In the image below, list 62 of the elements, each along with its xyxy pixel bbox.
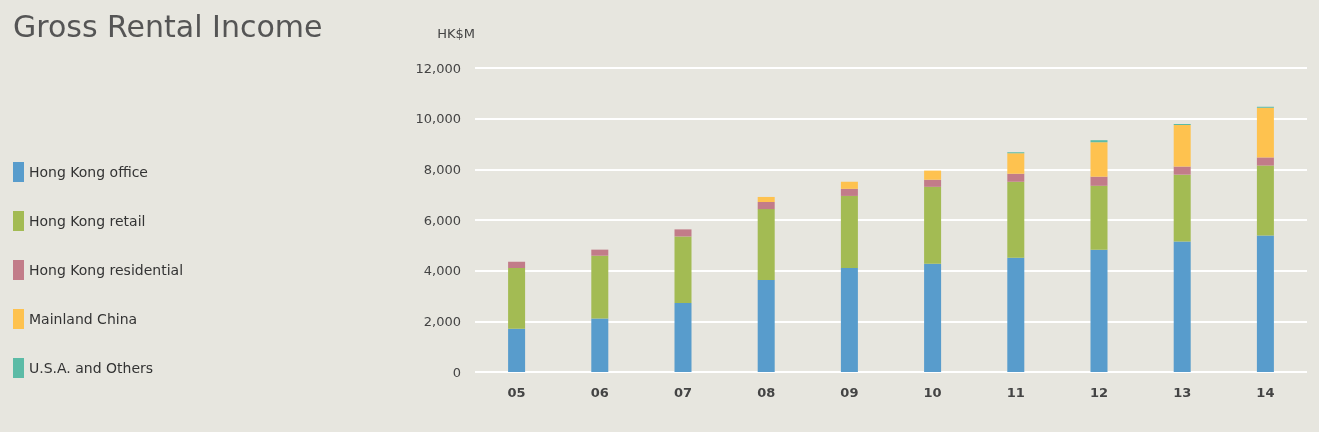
bar — [591, 255, 609, 319]
bar — [1090, 142, 1108, 177]
bar — [1090, 140, 1108, 143]
bar — [1256, 107, 1274, 158]
legend-label: Hong Kong retail — [29, 213, 146, 229]
bar — [840, 181, 858, 189]
bar — [1173, 174, 1191, 242]
bar — [508, 328, 526, 372]
bar — [674, 236, 692, 304]
x-tick-label: 07 — [673, 385, 693, 400]
y-tick-label: 10,000 — [415, 111, 461, 127]
bar — [1173, 125, 1191, 167]
bar — [1007, 181, 1025, 258]
x-tick-label: 05 — [507, 385, 526, 400]
bar — [1173, 241, 1191, 372]
bar — [674, 229, 692, 237]
bar — [757, 280, 775, 372]
y-tick-label: 0 — [452, 364, 461, 380]
x-tick-label: 10 — [923, 385, 942, 400]
bar — [1007, 153, 1025, 174]
bar — [674, 303, 692, 372]
legend-label: U.S.A. and Others — [29, 360, 154, 376]
bar — [1090, 176, 1108, 186]
bar — [591, 249, 609, 256]
bar — [1256, 157, 1274, 166]
bar — [1256, 235, 1274, 372]
bar — [924, 186, 942, 264]
bar — [757, 196, 775, 203]
x-tick-label: 06 — [590, 385, 609, 400]
bar — [840, 195, 858, 268]
legend-label: Hong Kong residential — [29, 262, 184, 278]
bar — [924, 179, 942, 187]
text: Gross Rental Income — [13, 8, 323, 44]
bar — [1007, 257, 1025, 372]
x-tick-label: 09 — [840, 385, 859, 400]
x-tick-label: 14 — [1256, 385, 1275, 400]
bar — [924, 263, 942, 372]
y-tick-label: 12,000 — [415, 60, 461, 76]
bar — [1007, 173, 1025, 182]
x-tick-label: 08 — [757, 385, 776, 400]
bar — [508, 267, 526, 329]
y-tick-label: 2,000 — [423, 313, 461, 329]
bar — [1090, 249, 1108, 372]
bar — [1090, 185, 1108, 250]
bar — [840, 188, 858, 196]
legend-label: Hong Kong office — [29, 164, 148, 180]
bar — [757, 209, 775, 281]
x-tick-label: 13 — [1173, 385, 1192, 400]
x-tick-label: 12 — [1089, 385, 1109, 400]
x-tick-label: 11 — [1006, 385, 1025, 400]
y-tick-label: 8,000 — [423, 161, 461, 177]
y-tick-label: 6,000 — [423, 212, 461, 228]
y-axis-title: HK$M — [437, 26, 475, 41]
bar — [840, 267, 858, 372]
bar — [1256, 165, 1274, 236]
y-tick-label: 4,000 — [423, 263, 461, 279]
bar — [924, 170, 942, 180]
bar — [1173, 166, 1191, 175]
legend-label: Mainland China — [29, 311, 138, 327]
bar — [757, 202, 775, 210]
bar — [591, 318, 609, 372]
bar — [508, 261, 526, 268]
